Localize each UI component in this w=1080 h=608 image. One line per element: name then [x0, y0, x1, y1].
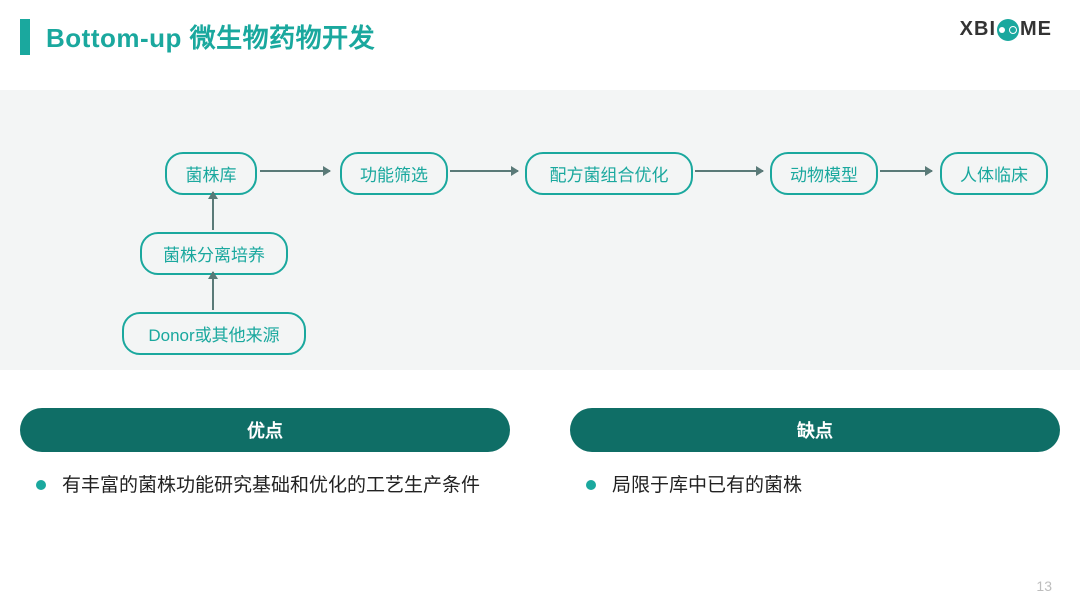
advantages-list: 有丰富的菌株功能研究基础和优化的工艺生产条件 — [20, 472, 510, 501]
flow-node: 菌株库 — [165, 152, 257, 195]
bottom-section: 优点 有丰富的菌株功能研究基础和优化的工艺生产条件 缺点 局限于库中已有的菌株 — [20, 408, 1060, 501]
logo-prefix: XBI — [960, 18, 996, 41]
arrow-up-icon — [212, 272, 214, 310]
arrow-right-icon — [450, 170, 518, 172]
advantages-column: 优点 有丰富的菌株功能研究基础和优化的工艺生产条件 — [20, 408, 510, 501]
flow-node: 动物模型 — [770, 152, 878, 195]
arrow-up-icon — [212, 192, 214, 230]
advantages-header: 优点 — [20, 408, 510, 452]
slide: Bottom-up 微生物药物开发 XBI ME 菌株库 功能筛选 配方菌组合优化 动… — [0, 0, 1080, 608]
title-bar: Bottom-up 微生物药物开发 — [20, 18, 375, 55]
brand-logo: XBI ME — [960, 18, 1052, 41]
logo-suffix: ME — [1020, 18, 1052, 41]
title-accent-bar — [20, 19, 30, 55]
arrow-right-icon — [880, 170, 932, 172]
flow-node: 功能筛选 — [340, 152, 448, 195]
list-item: 有丰富的菌株功能研究基础和优化的工艺生产条件 — [36, 472, 510, 501]
flow-node: 人体临床 — [940, 152, 1048, 195]
disadvantages-column: 缺点 局限于库中已有的菌株 — [570, 408, 1060, 501]
disadvantages-header: 缺点 — [570, 408, 1060, 452]
flow-node: 配方菌组合优化 — [525, 152, 693, 195]
flow-node: Donor或其他来源 — [122, 312, 306, 355]
flow-node: 菌株分离培养 — [140, 232, 288, 275]
arrow-right-icon — [260, 170, 330, 172]
page-title: Bottom-up 微生物药物开发 — [46, 18, 375, 55]
page-number: 13 — [1036, 578, 1052, 594]
arrow-right-icon — [695, 170, 763, 172]
list-item: 局限于库中已有的菌株 — [586, 472, 1060, 501]
disadvantages-list: 局限于库中已有的菌株 — [570, 472, 1060, 501]
logo-dot-icon — [997, 19, 1019, 41]
